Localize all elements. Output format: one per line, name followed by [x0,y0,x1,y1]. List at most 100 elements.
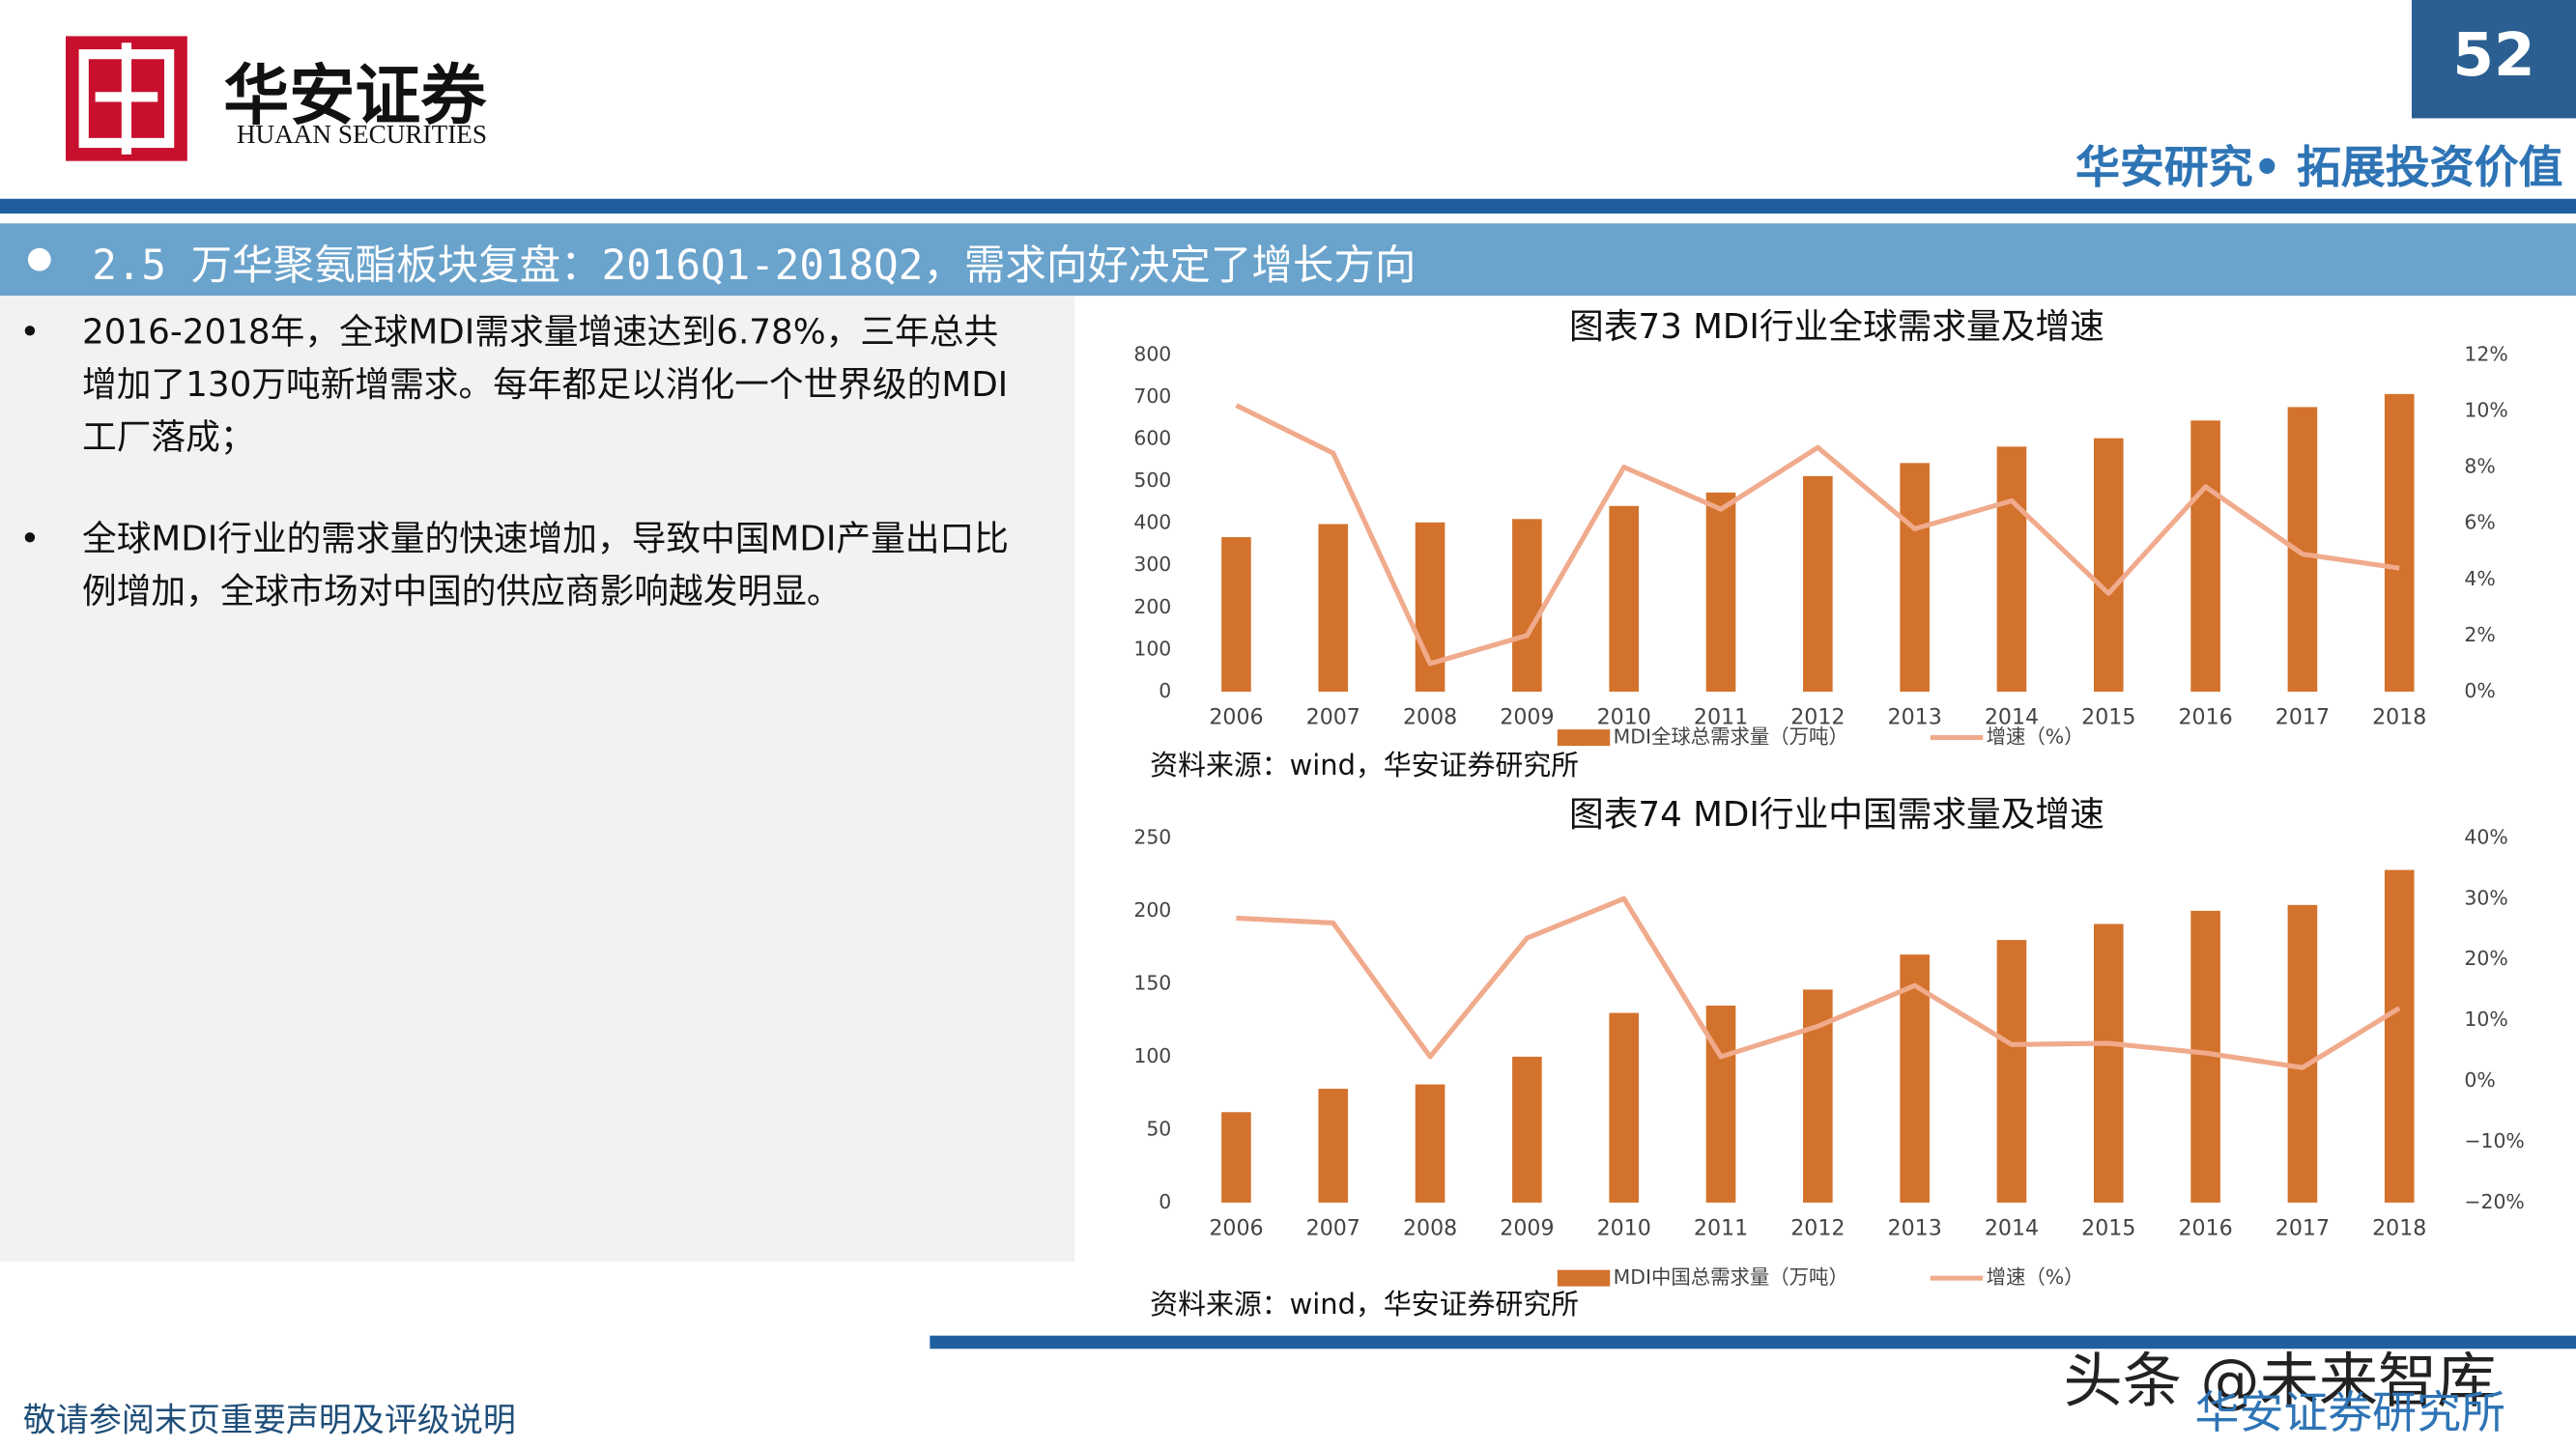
tick-label: 100 [1133,1044,1171,1067]
x-tick-label: 2014 [1985,1216,2039,1241]
x-tick-label: 2014 [1985,705,2039,730]
bar [2190,420,2220,692]
tick-label: 700 [1133,384,1171,408]
bar [1609,1012,1640,1203]
x-tick-label: 2011 [1694,705,1748,730]
legend-label: 增速（%） [1987,725,2084,749]
x-tick-label: 2007 [1306,1216,1360,1241]
tick-label: 200 [1133,595,1171,618]
page-number: 52 [2452,22,2535,91]
chart-source: 资料来源：wind，华安证券研究所 [1150,749,1579,781]
slogan: 华安研究• 拓展投资价值 [2075,142,2563,194]
x-tick-label: 2013 [1888,1216,1942,1241]
legend-swatch [1557,729,1611,747]
bar [1996,446,2027,692]
header-rule [0,198,2576,214]
line [1235,403,2400,667]
x-tick-label: 2017 [2275,705,2330,730]
x-tick-label: 2007 [1306,705,1360,730]
bullet-text: 全球MDI行业的需求量的快速增加，导致中国MDI产量出口比例增加，全球市场对中国… [19,513,1021,618]
x-tick-label: 2016 [2178,705,2232,730]
x-tick-label: 2009 [1500,1216,1554,1241]
section-band [0,223,2576,297]
tick-label: 30% [2464,886,2507,909]
tick-label: −20% [2464,1190,2524,1213]
bar [1996,940,2027,1203]
x-tick-label: 2015 [2081,705,2135,730]
tick-label: 12% [2464,342,2507,365]
line [1236,895,2401,1070]
x-tick-label: 2017 [2275,1216,2330,1241]
chart-title: 图表73 MDI行业全球需求量及增速 [1569,307,2104,347]
x-tick-label: 2012 [1790,1216,1845,1241]
bar [1512,1056,1542,1203]
tick-label: 0 [1159,679,1171,702]
bar [1512,519,1542,692]
bar [1609,505,1640,692]
bar [1221,1112,1251,1203]
bar [1803,475,1833,692]
x-tick-label: 2018 [2372,705,2426,730]
bar [2384,869,2415,1203]
x-tick-label: 2012 [1790,705,1845,730]
tick-label: 400 [1133,511,1171,534]
tick-label: 150 [1133,971,1171,994]
tick-label: 250 [1133,825,1171,848]
x-tick-label: 2016 [2178,1216,2232,1241]
tick-label: 200 [1133,898,1171,922]
tick-label: 6% [2464,511,2495,534]
tick-label: 0% [2464,1068,2495,1092]
bar [2384,393,2415,692]
footer-institute: 华安证券研究所 [2194,1388,2505,1439]
tick-label: 8% [2464,455,2495,478]
bar [1221,537,1251,692]
legend-label: MDI全球总需求量（万吨） [1614,725,1848,749]
tick-label: 20% [2464,947,2507,970]
tick-label: 500 [1133,469,1171,492]
x-tick-label: 2008 [1403,1216,1457,1241]
tick-label: 10% [2464,398,2507,421]
x-tick-label: 2009 [1500,705,1554,730]
bar [1900,463,1930,692]
watermark: 头条 @未来智库 [2063,1349,2497,1416]
tick-label: 0% [2464,679,2495,702]
x-tick-label: 2011 [1694,1216,1748,1241]
section-bullet [27,247,51,271]
bar [1415,522,1445,692]
tick-label: −10% [2464,1129,2524,1152]
tick-label: 600 [1133,427,1171,450]
footer-rule [930,1335,2576,1350]
x-tick-label: 2010 [1597,1216,1651,1241]
x-tick-label: 2008 [1403,705,1457,730]
x-tick-label: 2015 [2081,1216,2135,1241]
legend-swatch [1557,1269,1611,1287]
tick-label: 100 [1133,637,1171,660]
tick-label: 4% [2464,567,2495,590]
chart-source: 资料来源：wind，华安证券研究所 [1150,1288,1579,1321]
legend-label: 增速（%） [1987,1265,2084,1289]
tick-label: 0 [1159,1190,1171,1213]
bar [1705,492,1736,692]
bar [2093,923,2124,1203]
tick-label: 50 [1146,1117,1171,1140]
x-tick-label: 2013 [1888,705,1942,730]
footer-note: 敬请参阅末页重要声明及评级说明 [22,1399,516,1439]
chart-title: 图表74 MDI行业中国需求量及增速 [1569,795,2104,835]
tick-label: 300 [1133,553,1171,576]
bar [2287,904,2318,1203]
bar [1318,1089,1349,1203]
bar [2093,438,2124,692]
tick-label: 40% [2464,825,2507,848]
logo-en: HUAAN SECURITIES [236,121,488,150]
bullet-text: 2016-2018年，全球MDI需求量增速达到6.78%，三年总共增加了130万… [19,305,1021,463]
section-title: 2.5 万华聚氨酯板块复盘：2016Q1-2018Q2，需求向好决定了增长方向 [92,241,1417,290]
x-tick-label: 2018 [2372,1216,2426,1241]
bar [1318,524,1349,692]
legend-label: MDI中国总需求量（万吨） [1614,1265,1848,1289]
page-number-box [2411,0,2576,119]
bar [1900,954,1930,1203]
x-tick-label: 2010 [1597,705,1651,730]
x-tick-label: 2006 [1209,1216,1263,1241]
